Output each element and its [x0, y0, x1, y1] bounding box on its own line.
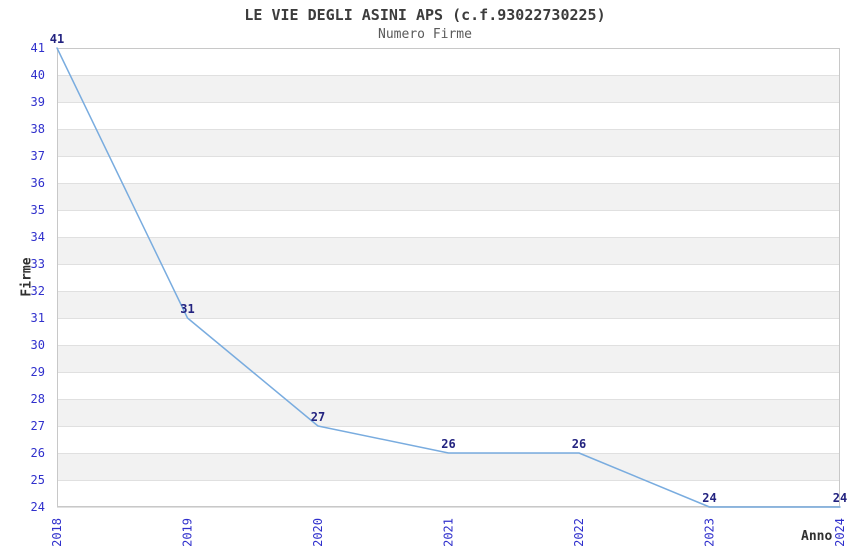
grid-band — [57, 75, 840, 102]
y-tick-label: 31 — [31, 311, 45, 325]
y-tick-label: 39 — [31, 95, 45, 109]
y-tick-label: 35 — [31, 203, 45, 217]
grid-band — [57, 291, 840, 318]
y-tick-label: 28 — [31, 392, 45, 406]
grid-band — [57, 237, 840, 264]
trend-line — [56, 47, 841, 508]
y-tick-label: 32 — [31, 284, 45, 298]
y-tick-label: 37 — [31, 149, 45, 163]
x-tick-label: 2023 — [703, 518, 717, 547]
value-label: 26 — [441, 437, 455, 451]
value-label: 24 — [833, 491, 847, 505]
value-label: 41 — [50, 32, 64, 46]
plot-border — [57, 48, 840, 507]
value-label: 24 — [702, 491, 716, 505]
chart-subtitle: Numero Firme — [378, 27, 472, 42]
x-tick-label: 2018 — [50, 518, 64, 547]
y-tick-label: 36 — [31, 176, 45, 190]
value-label: 31 — [180, 302, 194, 316]
y-tick-label: 38 — [31, 122, 45, 136]
y-tick-label: 30 — [31, 338, 45, 352]
y-tick-label: 40 — [31, 68, 45, 82]
grid-band — [57, 399, 840, 426]
y-tick-label: 33 — [31, 257, 45, 271]
value-label: 27 — [311, 410, 325, 424]
x-tick-label: 2021 — [442, 518, 456, 547]
chart-title: LE VIE DEGLI ASINI APS (c.f.93022730225) — [244, 6, 606, 24]
y-tick-label: 25 — [31, 473, 45, 487]
x-tick-label: 2024 — [833, 518, 847, 547]
grid-band — [57, 183, 840, 210]
y-tick-label: 34 — [31, 230, 45, 244]
y-tick-label: 29 — [31, 365, 45, 379]
x-tick-label: 2022 — [572, 518, 586, 547]
x-tick-label: 2019 — [181, 518, 195, 547]
y-tick-label: 27 — [31, 419, 45, 433]
value-label: 26 — [572, 437, 586, 451]
grid-band — [57, 129, 840, 156]
x-tick-label: 2020 — [311, 518, 325, 547]
x-axis-title: Anno — [801, 529, 833, 544]
y-tick-label: 41 — [31, 41, 45, 55]
y-tick-label: 26 — [31, 446, 45, 460]
grid-band — [57, 345, 840, 372]
grid-band — [57, 453, 840, 480]
y-tick-label: 24 — [31, 500, 45, 514]
